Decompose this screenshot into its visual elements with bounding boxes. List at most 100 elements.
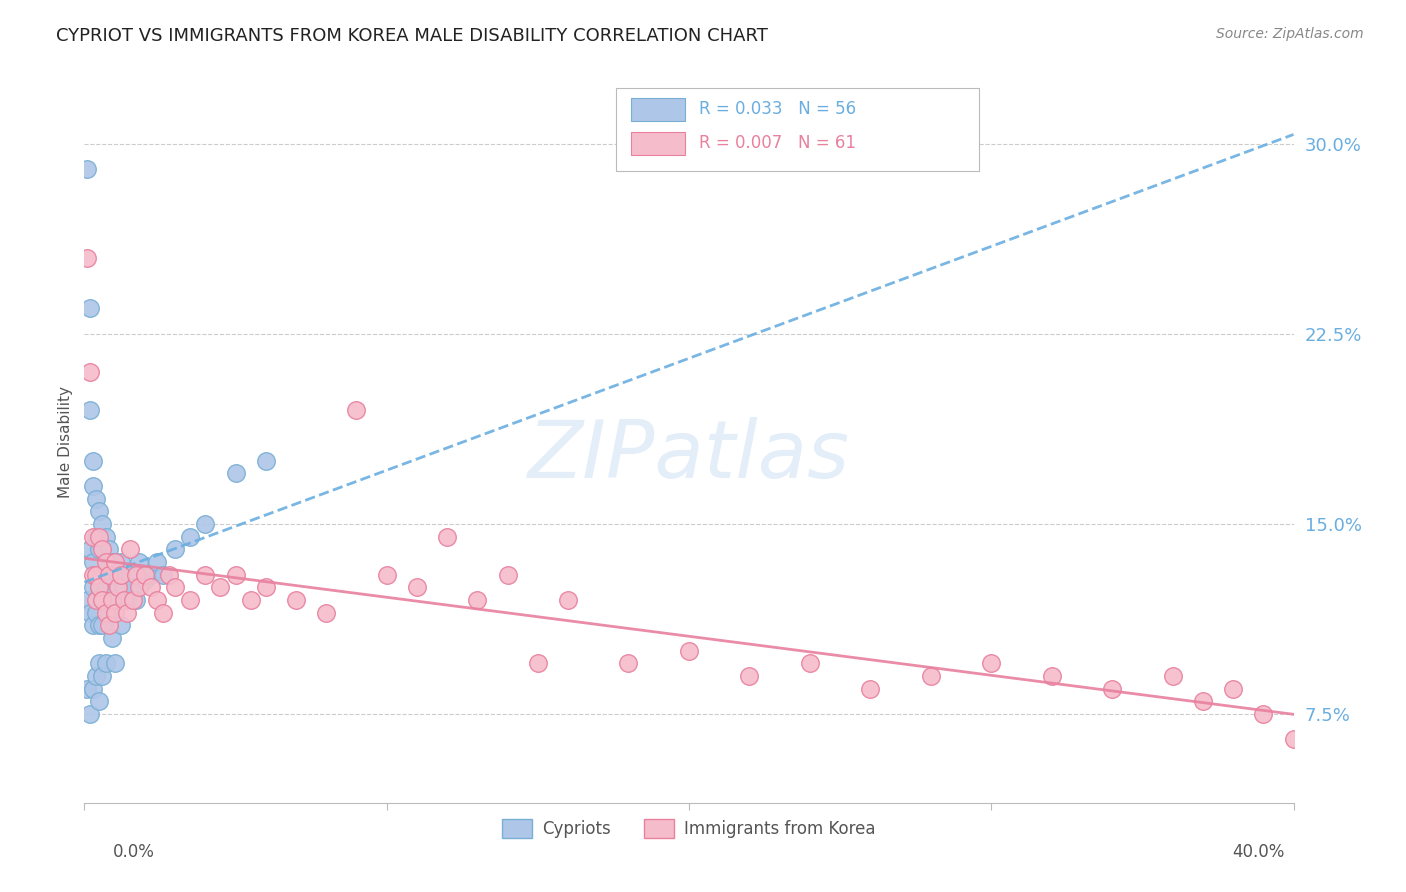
Point	[94, 530, 117, 544]
Point	[91, 669, 114, 683]
Point	[859, 681, 882, 696]
Point	[112, 593, 135, 607]
Point	[94, 657, 117, 671]
Point	[94, 580, 117, 594]
Point	[82, 580, 104, 594]
Point	[107, 567, 129, 582]
Point	[1101, 681, 1123, 696]
Point	[1040, 669, 1063, 683]
Point	[239, 593, 262, 607]
Point	[89, 618, 111, 632]
Point	[527, 657, 550, 671]
Point	[121, 593, 143, 607]
Point	[104, 593, 127, 607]
Point	[91, 542, 114, 557]
Point	[104, 657, 127, 671]
Point	[86, 530, 108, 544]
Point	[920, 669, 942, 683]
Point	[86, 593, 108, 607]
Point	[225, 467, 247, 481]
Point	[76, 161, 98, 176]
Point	[82, 555, 104, 569]
Point	[165, 542, 187, 557]
Point	[152, 567, 174, 582]
Text: 40.0%: 40.0%	[1232, 843, 1285, 861]
Point	[285, 593, 308, 607]
Point	[1222, 681, 1244, 696]
Point	[104, 555, 127, 569]
Point	[89, 657, 111, 671]
Point	[254, 453, 277, 467]
Point	[79, 301, 101, 316]
Point	[89, 580, 111, 594]
Point	[146, 555, 169, 569]
Point	[86, 669, 108, 683]
Point	[82, 479, 104, 493]
Point	[406, 580, 429, 594]
Point	[125, 593, 148, 607]
Point	[89, 504, 111, 518]
Point	[121, 580, 143, 594]
Point	[110, 555, 132, 569]
Point	[557, 593, 579, 607]
Point	[254, 580, 277, 594]
Point	[79, 402, 101, 417]
Point	[107, 580, 129, 594]
Point	[86, 491, 108, 506]
Point	[225, 567, 247, 582]
Point	[82, 618, 104, 632]
FancyBboxPatch shape	[616, 87, 979, 170]
Point	[79, 542, 101, 557]
Point	[94, 606, 117, 620]
Point	[76, 681, 98, 696]
Point	[89, 580, 111, 594]
Point	[179, 593, 201, 607]
Point	[115, 606, 138, 620]
Point	[76, 251, 98, 265]
Point	[110, 618, 132, 632]
Point	[97, 567, 120, 582]
Point	[467, 593, 489, 607]
Point	[82, 530, 104, 544]
Point	[104, 606, 127, 620]
Point	[1192, 694, 1215, 708]
Point	[82, 681, 104, 696]
Point	[194, 567, 217, 582]
Point	[79, 606, 101, 620]
Point	[152, 606, 174, 620]
Text: R = 0.033   N = 56: R = 0.033 N = 56	[699, 100, 856, 118]
Text: R = 0.007   N = 61: R = 0.007 N = 61	[699, 134, 856, 153]
Point	[799, 657, 821, 671]
Text: ZIPatlas: ZIPatlas	[527, 417, 851, 495]
Point	[79, 707, 101, 722]
Point	[738, 669, 761, 683]
Text: Source: ZipAtlas.com: Source: ZipAtlas.com	[1216, 27, 1364, 41]
Point	[112, 580, 135, 594]
Point	[82, 453, 104, 467]
Point	[128, 555, 150, 569]
Point	[97, 542, 120, 557]
Point	[89, 530, 111, 544]
Point	[100, 555, 122, 569]
Point	[91, 567, 114, 582]
Point	[86, 567, 108, 582]
Point	[86, 606, 108, 620]
Point	[157, 567, 180, 582]
Point	[97, 618, 120, 632]
Point	[115, 593, 138, 607]
Point	[139, 580, 162, 594]
Point	[436, 530, 458, 544]
Point	[104, 555, 127, 569]
Point	[100, 593, 122, 607]
Point	[89, 542, 111, 557]
Point	[118, 567, 141, 582]
Point	[76, 593, 98, 607]
FancyBboxPatch shape	[631, 132, 685, 154]
Point	[1282, 732, 1305, 747]
Point	[91, 593, 114, 607]
Point	[1161, 669, 1184, 683]
Point	[617, 657, 640, 671]
Point	[82, 567, 104, 582]
Text: CYPRIOT VS IMMIGRANTS FROM KOREA MALE DISABILITY CORRELATION CHART: CYPRIOT VS IMMIGRANTS FROM KOREA MALE DI…	[56, 27, 768, 45]
Point	[980, 657, 1002, 671]
